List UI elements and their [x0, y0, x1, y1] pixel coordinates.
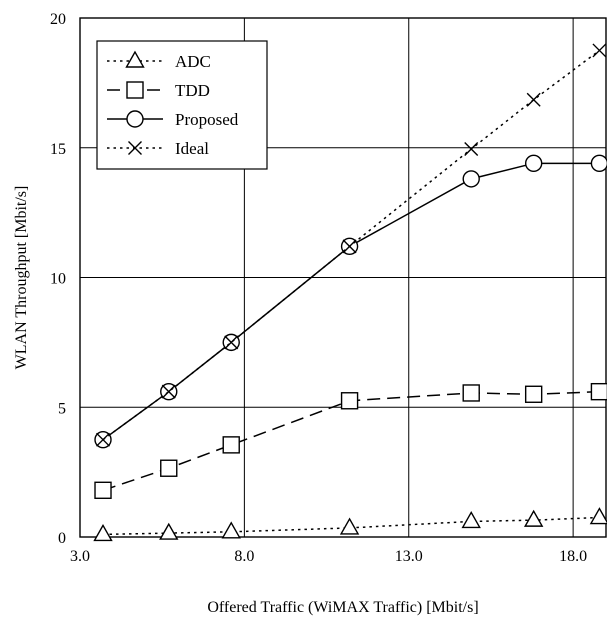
data-point-tdd	[94, 481, 112, 499]
legend-marker-tdd	[126, 81, 144, 99]
y-tick-label: 5	[58, 400, 66, 417]
data-point-adc	[523, 509, 544, 527]
data-point-ideal	[161, 384, 176, 399]
data-point-ideal	[592, 43, 607, 58]
data-point-ideal	[342, 239, 357, 254]
plot-area-frame	[79, 17, 607, 538]
y-tick-label: 10	[50, 271, 66, 288]
data-point-proposed	[462, 170, 480, 188]
legend-entry-adc: ADC	[107, 50, 211, 71]
data-point-proposed	[590, 154, 607, 173]
legend: ADC TDD Proposed Ideal	[96, 40, 268, 170]
x-tick-label: 13.0	[395, 548, 423, 565]
legend-marker-proposed	[126, 110, 144, 128]
data-point-adc	[93, 523, 113, 542]
x-tick-label: 8.0	[234, 548, 254, 565]
legend-label-adc: ADC	[175, 52, 211, 71]
legend-marker-adc	[125, 50, 145, 68]
legend-label-tdd: TDD	[175, 81, 210, 100]
x-axis-label: Offered Traffic (WiMAX Traffic) [Mbit/s]	[207, 599, 478, 616]
data-point-ideal	[224, 335, 239, 350]
x-tick-label: 18.0	[559, 548, 587, 565]
data-point-adc	[589, 507, 607, 525]
data-point-ideal	[464, 142, 479, 157]
data-point-ideal	[96, 432, 111, 447]
series-ideal	[96, 43, 607, 447]
data-point-adc	[221, 521, 241, 539]
data-point-adc	[461, 511, 481, 529]
legend-label-ideal: Ideal	[175, 139, 209, 158]
legend-marker-ideal	[128, 141, 142, 155]
data-point-tdd	[160, 459, 178, 477]
tick-labels: 3.0 8.0 13.0 18.0 0 5 10 15 20	[50, 11, 587, 565]
series-layer	[93, 43, 607, 542]
data-point-ideal	[526, 92, 541, 107]
data-point-tdd	[462, 384, 480, 402]
legend-entry-ideal: Ideal	[107, 139, 209, 158]
data-point-tdd	[340, 392, 359, 410]
data-point-adc	[159, 522, 179, 540]
data-point-proposed	[524, 154, 543, 173]
y-tick-label: 0	[58, 530, 66, 547]
x-tick-label: 3.0	[70, 548, 90, 565]
data-point-tdd	[590, 382, 607, 401]
series-tdd	[94, 382, 607, 499]
series-adc	[93, 507, 607, 542]
legend-entry-tdd: TDD	[107, 81, 210, 100]
legend-label-proposed: Proposed	[175, 110, 239, 129]
y-tick-label: 20	[50, 11, 66, 28]
y-axis-label: WLAN Throughput [Mbit/s]	[13, 186, 30, 370]
legend-entry-proposed: Proposed	[107, 110, 239, 129]
y-tick-label: 15	[50, 141, 66, 158]
data-point-tdd	[222, 436, 240, 454]
data-point-adc	[339, 517, 360, 535]
legend-box	[96, 40, 268, 170]
data-point-tdd	[524, 385, 543, 403]
